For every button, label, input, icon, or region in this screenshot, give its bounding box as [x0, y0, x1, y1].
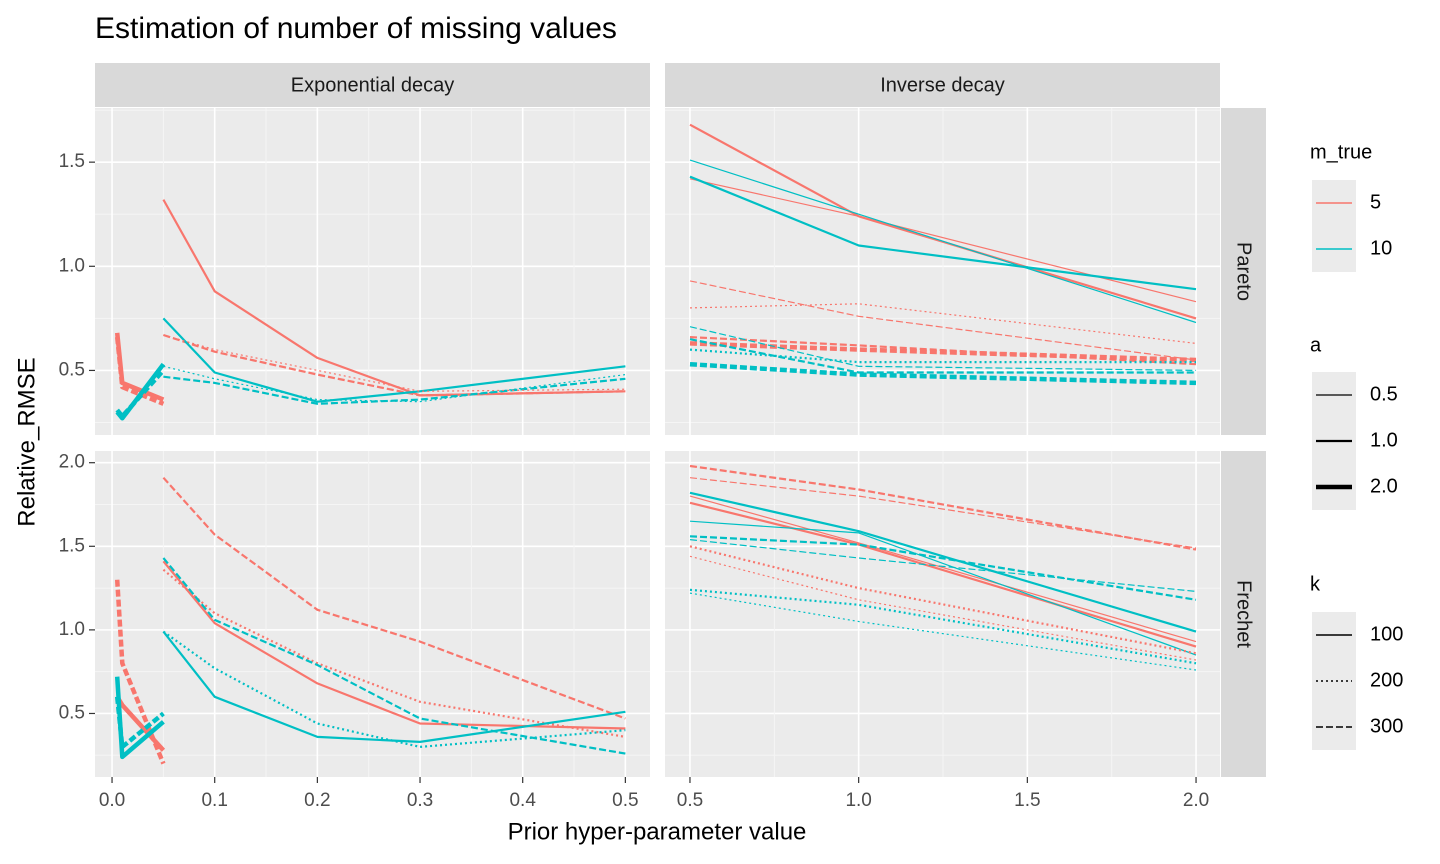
legend-title: a	[1310, 334, 1322, 356]
y-tick-label: 0.5	[59, 359, 85, 380]
data-line	[689, 303, 1197, 344]
data-line	[689, 477, 1197, 549]
data-line	[163, 333, 626, 397]
legend-label: 1.0	[1370, 429, 1398, 451]
legend-label: 5	[1370, 191, 1381, 213]
y-tick-label: 1.0	[59, 255, 85, 276]
data-line	[689, 341, 1197, 363]
strip-background	[665, 63, 1220, 107]
data-line	[162, 630, 626, 743]
legend-label: 2.0	[1370, 475, 1398, 497]
legend-title: k	[1310, 573, 1321, 595]
data-line	[689, 464, 1197, 551]
data-line	[114, 336, 165, 406]
x-tick-label: 0.0	[99, 790, 125, 811]
x-axis-label: Prior hyper-parameter value	[508, 818, 807, 845]
data-line	[689, 491, 1197, 633]
data-line	[162, 560, 626, 730]
chart-title: Estimation of number of missing values	[95, 12, 617, 45]
data-line	[689, 588, 1197, 665]
legend-title: m_true	[1310, 141, 1372, 163]
legend-label: 100	[1370, 623, 1403, 645]
data-line	[689, 326, 1197, 371]
x-tick-label: 0.1	[201, 790, 227, 811]
data-line	[689, 178, 1197, 303]
y-tick-label: 0.5	[59, 702, 85, 723]
x-tick-label: 1.0	[845, 790, 871, 811]
data-line	[163, 375, 626, 405]
data-line	[689, 539, 1197, 592]
x-tick-label: 0.2	[304, 790, 330, 811]
data-line	[689, 348, 1196, 364]
legend-label: 300	[1370, 715, 1403, 737]
x-tick-label: 0.4	[509, 790, 536, 811]
row-strip-label: Frechet	[1233, 580, 1255, 648]
column-strip-label: Exponential decay	[291, 74, 454, 96]
x-tick-label: 0.3	[407, 790, 433, 811]
legend-label: 10	[1370, 237, 1392, 259]
data-line	[689, 495, 1197, 643]
y-tick-label: 1.5	[59, 151, 85, 172]
x-tick-label: 0.5	[677, 790, 703, 811]
data-line	[689, 535, 1197, 601]
strip-background	[1221, 108, 1266, 435]
strip-background	[95, 63, 650, 107]
x-tick-label: 2.0	[1183, 790, 1209, 811]
x-tick-label: 1.5	[1014, 790, 1040, 811]
data-line	[689, 361, 1197, 386]
y-tick-label: 1.0	[59, 619, 85, 640]
data-line	[114, 579, 166, 765]
data-line	[689, 338, 1196, 374]
legend-label: 200	[1370, 669, 1403, 691]
legend-key-background	[1312, 180, 1356, 272]
data-line	[162, 557, 626, 755]
data-line	[689, 592, 1197, 671]
y-tick-label: 2.0	[59, 452, 85, 473]
x-tick-label: 0.5	[612, 790, 638, 811]
y-axis-label: Relative_RMSE	[13, 357, 40, 526]
data-line	[162, 568, 626, 738]
y-tick-label: 1.5	[59, 535, 85, 556]
data-line	[689, 159, 1197, 324]
data-line	[689, 501, 1197, 648]
strip-background	[1221, 451, 1266, 777]
data-line	[162, 476, 626, 720]
data-line	[114, 696, 165, 750]
data-line	[689, 520, 1197, 656]
legend-key-background	[1312, 612, 1356, 750]
data-line	[689, 175, 1197, 291]
data-line	[115, 368, 166, 419]
data-line	[689, 280, 1197, 361]
data-line	[163, 334, 626, 392]
legend-label: 0.5	[1370, 383, 1398, 405]
data-line	[162, 317, 626, 403]
data-line	[163, 365, 626, 403]
column-strip-label: Inverse decay	[880, 74, 1005, 96]
row-strip-label: Pareto	[1233, 242, 1255, 301]
